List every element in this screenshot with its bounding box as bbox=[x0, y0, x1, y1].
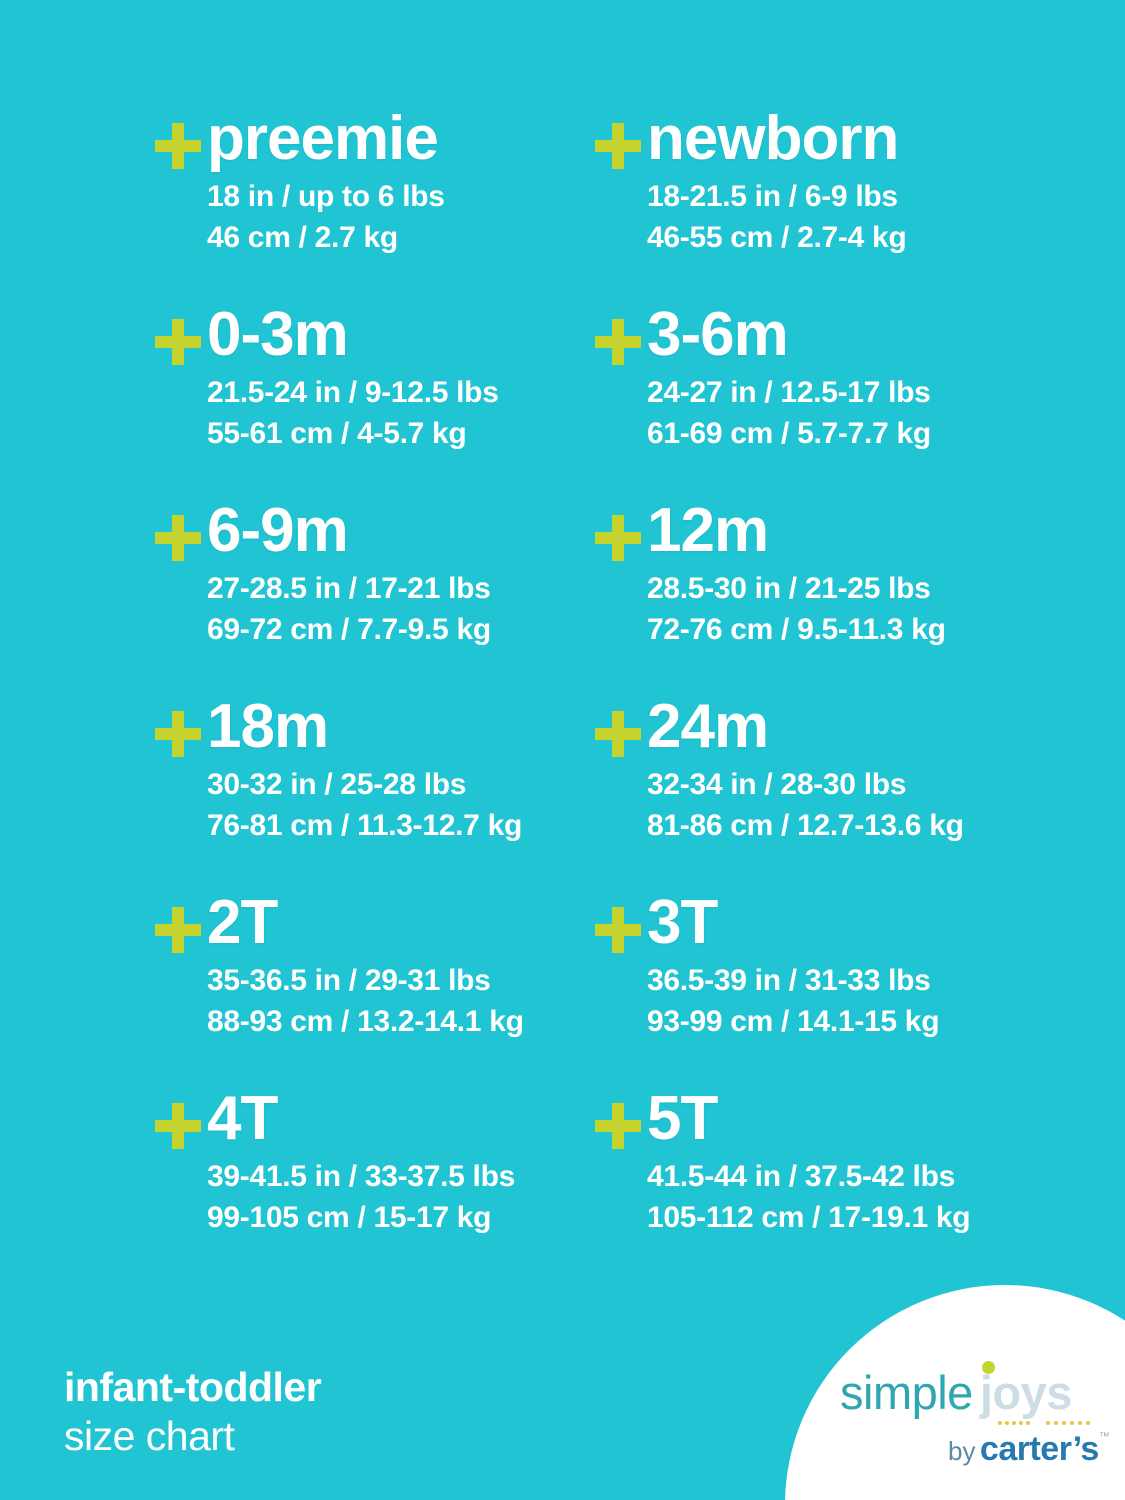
plus-icon bbox=[595, 1103, 641, 1149]
size-imperial: 27-28.5 in / 17-21 lbs bbox=[207, 572, 491, 605]
size-entry-text: 3-6m 24-27 in / 12.5-17 lbs 61-69 cm / 5… bbox=[647, 302, 931, 454]
plus-icon bbox=[595, 319, 641, 365]
size-metric: 99-105 cm / 15-17 kg bbox=[207, 1201, 492, 1234]
size-imperial: 18 in / up to 6 lbs bbox=[207, 180, 445, 213]
size-label: 12m bbox=[647, 496, 769, 565]
chart-title-line1: infant-toddler bbox=[64, 1364, 322, 1410]
size-entry-3T: 3T 36.5-39 in / 31-33 lbs 93-99 cm / 14.… bbox=[595, 890, 1035, 1086]
size-label: newborn bbox=[647, 104, 899, 173]
size-metric: 61-69 cm / 5.7-7.7 kg bbox=[647, 417, 931, 450]
size-label: 0-3m bbox=[207, 300, 349, 369]
chart-title: infant-toddler size chart bbox=[64, 1362, 322, 1460]
size-metric: 76-81 cm / 11.3-12.7 kg bbox=[207, 809, 522, 842]
size-imperial: 41.5-44 in / 37.5-42 lbs bbox=[647, 1160, 955, 1193]
size-entry-text: 3T 36.5-39 in / 31-33 lbs 93-99 cm / 14.… bbox=[647, 888, 940, 1042]
size-metric: 69-72 cm / 7.7-9.5 kg bbox=[207, 613, 491, 646]
logo-simple-text: simple bbox=[840, 1366, 973, 1419]
size-imperial: 21.5-24 in / 9-12.5 lbs bbox=[207, 376, 499, 409]
size-label: 4T bbox=[207, 1084, 278, 1153]
size-label: 6-9m bbox=[207, 496, 349, 565]
logo-carters-text: carter’s bbox=[979, 1430, 1099, 1468]
size-metric: 88-93 cm / 13.2-14.1 kg bbox=[207, 1005, 524, 1038]
size-imperial: 39-41.5 in / 33-37.5 lbs bbox=[207, 1160, 515, 1193]
size-label: 2T bbox=[207, 888, 278, 957]
size-metric: 55-61 cm / 4-5.7 kg bbox=[207, 417, 467, 450]
size-imperial: 32-34 in / 28-30 lbs bbox=[647, 768, 907, 801]
size-entry-text: preemie 18 in / up to 6 lbs 46 cm / 2.7 … bbox=[207, 106, 445, 258]
size-entry-preemie: preemie 18 in / up to 6 lbs 46 cm / 2.7 … bbox=[155, 106, 595, 302]
size-metric: 93-99 cm / 14.1-15 kg bbox=[647, 1005, 940, 1038]
size-metric: 46 cm / 2.7 kg bbox=[207, 221, 398, 254]
logo-dotted-underline bbox=[998, 1419, 1090, 1425]
size-entry-text: newborn 18-21.5 in / 6-9 lbs 46-55 cm / … bbox=[647, 104, 907, 258]
plus-icon bbox=[595, 711, 641, 757]
plus-icon bbox=[595, 515, 641, 561]
plus-icon bbox=[155, 123, 201, 169]
brand-logo-byline: by carter’s™ bbox=[948, 1430, 1110, 1469]
logo-by-text: by bbox=[948, 1436, 976, 1466]
size-entry-text: 6-9m 27-28.5 in / 17-21 lbs 69-72 cm / 7… bbox=[207, 498, 491, 650]
size-entry-newborn: newborn 18-21.5 in / 6-9 lbs 46-55 cm / … bbox=[595, 106, 1035, 302]
plus-icon bbox=[595, 123, 641, 169]
size-imperial: 28.5-30 in / 21-25 lbs bbox=[647, 572, 931, 605]
size-entry-text: 24m 32-34 in / 28-30 lbs 81-86 cm / 12.7… bbox=[647, 694, 964, 846]
brand-logo-wordmark: simple joys bbox=[840, 1361, 1073, 1420]
plus-icon bbox=[155, 1103, 201, 1149]
size-metric: 72-76 cm / 9.5-11.3 kg bbox=[647, 613, 946, 646]
size-entry-2T: 2T 35-36.5 in / 29-31 lbs 88-93 cm / 13.… bbox=[155, 890, 595, 1086]
size-metric: 81-86 cm / 12.7-13.6 kg bbox=[647, 809, 964, 842]
logo-joys-letters: joys bbox=[979, 1366, 1073, 1419]
size-entry-text: 18m 30-32 in / 25-28 lbs 76-81 cm / 11.3… bbox=[207, 694, 522, 846]
size-entry-24m: 24m 32-34 in / 28-30 lbs 81-86 cm / 12.7… bbox=[595, 694, 1035, 890]
trademark-symbol: ™ bbox=[1098, 1431, 1110, 1443]
dotted-underline-left-icon bbox=[998, 1419, 1030, 1425]
size-entry-6-9m: 6-9m 27-28.5 in / 17-21 lbs 69-72 cm / 7… bbox=[155, 498, 595, 694]
size-imperial: 35-36.5 in / 29-31 lbs bbox=[207, 964, 491, 997]
size-entry-text: 5T 41.5-44 in / 37.5-42 lbs 105-112 cm /… bbox=[647, 1084, 971, 1238]
size-entry-0-3m: 0-3m 21.5-24 in / 9-12.5 lbs 55-61 cm / … bbox=[155, 302, 595, 498]
size-entry-4T: 4T 39-41.5 in / 33-37.5 lbs 99-105 cm / … bbox=[155, 1086, 595, 1282]
size-metric: 46-55 cm / 2.7-4 kg bbox=[647, 221, 907, 254]
plus-icon bbox=[155, 515, 201, 561]
size-metric: 105-112 cm / 17-19.1 kg bbox=[647, 1201, 971, 1234]
plus-icon bbox=[155, 711, 201, 757]
plus-icon bbox=[155, 907, 201, 953]
size-entry-text: 2T 35-36.5 in / 29-31 lbs 88-93 cm / 13.… bbox=[207, 890, 524, 1042]
size-imperial: 18-21.5 in / 6-9 lbs bbox=[647, 180, 898, 213]
j-dot-icon bbox=[981, 1361, 995, 1374]
dotted-underline-right-icon bbox=[1046, 1419, 1090, 1425]
size-label: preemie bbox=[207, 104, 439, 173]
plus-icon bbox=[155, 319, 201, 365]
chart-title-line2: size chart bbox=[64, 1413, 235, 1459]
size-grid: preemie 18 in / up to 6 lbs 46 cm / 2.7 … bbox=[155, 106, 1035, 1282]
size-label: 3T bbox=[647, 888, 718, 957]
size-entry-text: 0-3m 21.5-24 in / 9-12.5 lbs 55-61 cm / … bbox=[207, 302, 499, 454]
size-label: 5T bbox=[647, 1084, 718, 1153]
size-entry-18m: 18m 30-32 in / 25-28 lbs 76-81 cm / 11.3… bbox=[155, 694, 595, 890]
size-entry-text: 4T 39-41.5 in / 33-37.5 lbs 99-105 cm / … bbox=[207, 1086, 515, 1238]
logo-joys-text: joys bbox=[979, 1361, 1073, 1420]
plus-icon bbox=[595, 907, 641, 953]
size-entry-3-6m: 3-6m 24-27 in / 12.5-17 lbs 61-69 cm / 5… bbox=[595, 302, 1035, 498]
size-label: 18m bbox=[207, 692, 329, 761]
size-label: 24m bbox=[647, 692, 769, 761]
size-entry-5T: 5T 41.5-44 in / 37.5-42 lbs 105-112 cm /… bbox=[595, 1086, 1035, 1282]
size-imperial: 36.5-39 in / 31-33 lbs bbox=[647, 964, 931, 997]
size-imperial: 30-32 in / 25-28 lbs bbox=[207, 768, 467, 801]
size-entry-text: 12m 28.5-30 in / 21-25 lbs 72-76 cm / 9.… bbox=[647, 498, 946, 650]
size-imperial: 24-27 in / 12.5-17 lbs bbox=[647, 376, 931, 409]
size-label: 3-6m bbox=[647, 300, 789, 369]
brand-logo-circle: simple joys by carter’s™ bbox=[785, 1285, 1125, 1500]
size-entry-12m: 12m 28.5-30 in / 21-25 lbs 72-76 cm / 9.… bbox=[595, 498, 1035, 694]
